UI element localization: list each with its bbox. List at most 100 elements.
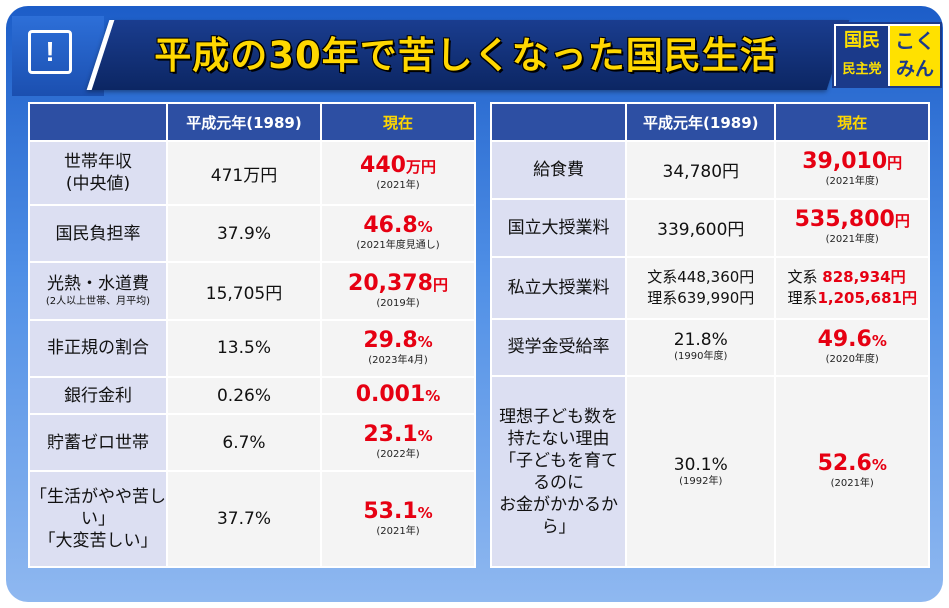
row-label: 給食費 [492, 142, 626, 198]
slide-frame: ! 平成の30年で苦しくなった国民生活 国民 民主党 こく みん 平成元年(19… [6, 6, 943, 602]
col-header-old: 平成元年(1989) [627, 104, 775, 140]
row-label-line: 光熱・水道費 [47, 274, 149, 295]
new-unit: 円 [894, 212, 910, 231]
row-label-line: 世帯年収 [64, 152, 132, 173]
logo-line4: みん [895, 58, 934, 80]
new-value-cell: 29.8% (2023年4月) [322, 320, 474, 376]
header-blank-cell [30, 104, 166, 140]
party-logo: 国民 民主党 こく みん [832, 22, 942, 88]
new-unit: % [871, 331, 887, 350]
new-a-value: 828,934円 [822, 267, 906, 286]
row-label-line: (中央値) [65, 174, 131, 195]
logo-right: こく みん [890, 26, 940, 86]
old-value: 13.5% [168, 320, 320, 376]
page-title: 平成の30年で苦しくなった国民生活 [154, 34, 778, 77]
new-value: 53.1 [363, 498, 418, 524]
new-unit: 円 [887, 154, 903, 173]
row-label-line: 持たない理由 [507, 428, 610, 449]
new-note: (2022年) [376, 449, 420, 461]
table-header-row: 平成元年(1989) 現在 [30, 104, 474, 140]
new-b-label: 理系 [787, 288, 818, 307]
table-row: 国民負担率 37.9% 46.8% (2021年度見通し) [30, 206, 474, 262]
new-value-cell: 0.001% [322, 377, 474, 414]
col-header-new: 現在 [776, 104, 928, 140]
new-unit: % [417, 218, 433, 237]
new-note: (2021年度) [825, 234, 879, 246]
row-label-line: 理想子ども数を [499, 406, 619, 427]
new-note: (2023年4月) [368, 354, 428, 366]
col-header-old: 平成元年(1989) [168, 104, 320, 140]
old-value: 37.9% [168, 206, 320, 262]
row-label: 貯蓄ゼロ世帯 [30, 415, 166, 471]
old-value: 34,780円 [627, 142, 775, 198]
table-row: 理想子ども数を 持たない理由 「子どもを育てるのに お金がかかるから」 30.1… [492, 377, 928, 566]
new-unit: % [417, 332, 433, 351]
old-value-b: 理系639,990円 [647, 288, 755, 307]
table-row: 非正規の割合 13.5% 29.8% (2023年4月) [30, 320, 474, 376]
row-label: 国立大授業料 [492, 199, 626, 256]
new-value: 49.6 [817, 326, 872, 352]
old-note: (1992年) [679, 475, 723, 487]
table-row: 国立大授業料 339,600円 535,800円 (2021年度) [492, 199, 928, 256]
new-note: (2021年) [376, 525, 420, 537]
old-value: 339,600円 [627, 199, 775, 256]
row-label: 非正規の割合 [30, 320, 166, 376]
old-value: 6.7% [168, 415, 320, 471]
table-row: 私立大授業料 文系448,360円 理系639,990円 文系 828,934円理… [492, 257, 928, 318]
old-value-cell: 30.1% (1992年) [627, 377, 775, 566]
new-unit: % [417, 503, 433, 522]
row-label: 世帯年収 (中央値) [30, 142, 166, 205]
new-value: 23.1 [363, 422, 418, 448]
new-note: (2021年) [376, 179, 420, 191]
row-label-line: 「大変苦しい」 [38, 531, 158, 552]
old-value: 15,705円 [168, 263, 320, 319]
new-note: (2021年度) [825, 176, 879, 188]
new-value-pair: 文系 828,934円 理系1,205,681円 [776, 257, 928, 318]
new-value: 52.6 [817, 451, 872, 477]
table-header-row: 平成元年(1989) 現在 [492, 104, 928, 140]
right-comparison-table: 平成元年(1989) 現在 給食費 34,780円 39,010円 (2021年度… [490, 102, 930, 568]
new-unit: 万円 [405, 157, 436, 176]
new-value-cell: 20,378円 (2019年) [322, 263, 474, 319]
row-label: 理想子ども数を 持たない理由 「子どもを育てるのに お金がかかるから」 [492, 377, 626, 566]
new-value-cell: 440万円 (2021年) [322, 142, 474, 205]
new-value: 20,378 [348, 270, 433, 296]
new-value-cell: 53.1% (2021年) [322, 472, 474, 566]
logo-line3: こく [895, 29, 935, 53]
new-value: 535,800 [794, 207, 895, 233]
new-note: (2020年度) [825, 353, 879, 365]
row-label: 私立大授業料 [492, 257, 626, 318]
new-value: 39,010 [802, 149, 888, 175]
old-value: 0.26% [168, 377, 320, 414]
table-row: 貯蓄ゼロ世帯 6.7% 23.1% (2022年) [30, 415, 474, 471]
row-label: 奨学金受給率 [492, 319, 626, 376]
new-value: 440 [360, 152, 406, 178]
logo-line2: 民主党 [842, 62, 882, 77]
row-label: 光熱・水道費 (2人以上世帯、月平均) [30, 263, 166, 319]
new-value-cell: 39,010円 (2021年度) [776, 142, 928, 198]
table-row: 奨学金受給率 21.8% (1990年度) 49.6% (2020年度) [492, 319, 928, 376]
new-value: 29.8 [363, 327, 418, 353]
row-label-sub: (2人以上世帯、月平均) [45, 296, 151, 308]
new-value-cell: 535,800円 (2021年度) [776, 199, 928, 256]
new-a-label: 文系 [787, 267, 818, 286]
old-note: (1990年度) [674, 351, 728, 363]
col-header-new: 現在 [322, 104, 474, 140]
new-value: 0.001 [355, 382, 426, 408]
new-unit: % [871, 456, 887, 475]
row-label: 国民負担率 [30, 206, 166, 262]
row-label-line: 「生活がやや苦しい」 [30, 487, 166, 530]
new-value-cell: 49.6% (2020年度) [776, 319, 928, 376]
new-note: (2019年) [376, 297, 420, 309]
row-label: 銀行金利 [30, 377, 166, 414]
table-row: 光熱・水道費 (2人以上世帯、月平均) 15,705円 20,378円 (2019年… [30, 263, 474, 319]
logo-left: 国民 民主党 [836, 26, 888, 86]
new-unit: 円 [432, 275, 448, 294]
new-b-value: 1,205,681円 [817, 288, 917, 307]
new-value-cell: 23.1% (2022年) [322, 415, 474, 471]
old-value-cell: 21.8% (1990年度) [627, 319, 775, 376]
table-row: 世帯年収 (中央値) 471万円 440万円 (2021年) [30, 142, 474, 205]
new-value: 46.8 [363, 213, 418, 239]
left-comparison-table: 平成元年(1989) 現在 世帯年収 (中央値) 471万円 440万円 (2021… [28, 102, 476, 568]
table-row: 給食費 34,780円 39,010円 (2021年度) [492, 142, 928, 198]
